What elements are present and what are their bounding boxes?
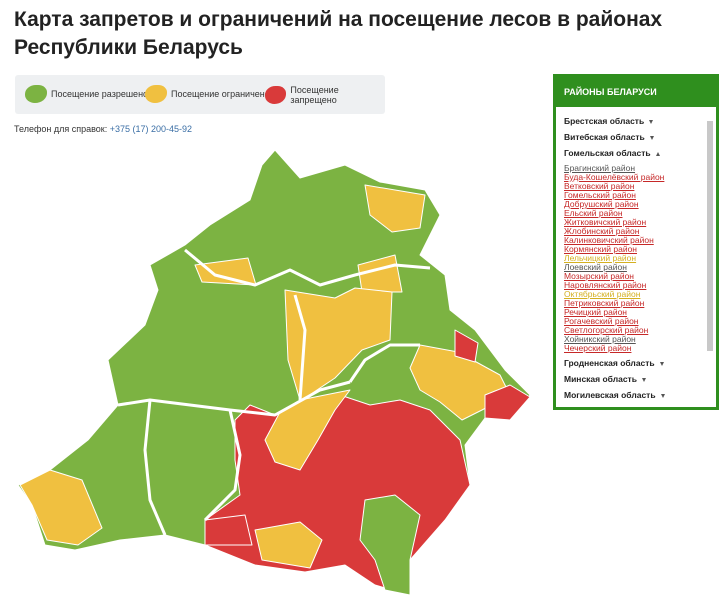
district-link[interactable]: Лельчицкий район xyxy=(564,253,637,263)
region-item[interactable]: Гомельская область xyxy=(564,148,700,158)
district-link[interactable]: Добрушский район xyxy=(564,199,639,209)
district-link[interactable]: Лоевский район xyxy=(564,262,627,272)
district-link[interactable]: Ветковский район xyxy=(564,181,635,191)
limited-zone[interactable] xyxy=(19,469,103,546)
district-link[interactable]: Жлобинский район xyxy=(564,226,640,236)
oblast-borders xyxy=(117,248,431,536)
forbidden-zone[interactable] xyxy=(454,329,479,363)
district-link[interactable]: Светлогорский район xyxy=(564,325,649,335)
region-item[interactable]: Брестская область xyxy=(564,116,700,126)
region-item[interactable]: Минская область xyxy=(564,374,700,384)
region-item[interactable]: Могилевская область xyxy=(564,390,700,400)
map xyxy=(17,149,531,596)
oblast-border xyxy=(293,294,307,401)
legend-swatch xyxy=(25,85,47,103)
district-link[interactable]: Брагинский район xyxy=(564,163,636,173)
oblast-border xyxy=(348,343,420,383)
oblast-border xyxy=(203,409,242,522)
district-link[interactable]: Житковичский район xyxy=(564,217,647,227)
district-link[interactable]: Чечерский район xyxy=(564,343,632,353)
limited-zone[interactable] xyxy=(357,254,403,293)
page-title: Карта запретов и ограничений на посещени… xyxy=(14,8,663,59)
panel-title: РАЙОНЫ БЕЛАРУСИ xyxy=(556,77,716,107)
legend: Посещение разрешено Посещение ограничено П… xyxy=(15,75,385,114)
legend-item: Посещение ограничено xyxy=(145,85,270,103)
phone-number[interactable]: +375 (17) 200-45-92 xyxy=(109,124,193,134)
oblast-border xyxy=(143,399,167,536)
region-item[interactable]: Витебская область xyxy=(564,132,700,142)
legend-item: Посещение разрешено xyxy=(25,85,148,103)
district-link[interactable]: Буда-Кошелёвский район xyxy=(564,172,665,182)
scrollbar[interactable] xyxy=(706,111,714,401)
district-link[interactable]: Октябрьский район xyxy=(564,289,641,299)
forbidden-zone[interactable] xyxy=(204,514,253,546)
district-link[interactable]: Хойникский район xyxy=(564,334,636,344)
legend-swatch xyxy=(265,86,287,104)
oblast-border xyxy=(184,248,431,287)
legend-label: Посещение запрещено xyxy=(290,85,339,105)
district-link[interactable]: Калинковичский район xyxy=(564,235,654,245)
legend-label: Посещение ограничено xyxy=(171,89,270,99)
allowed-zone[interactable] xyxy=(359,494,421,596)
district-link[interactable]: Кормянский район xyxy=(564,244,637,254)
legend-label: Посещение разрешено xyxy=(51,89,149,99)
district-link[interactable]: Петриковский район xyxy=(564,298,645,308)
forbidden-zone[interactable] xyxy=(484,384,531,421)
forbidden-zone[interactable] xyxy=(204,394,471,596)
district-link[interactable]: Речицкий район xyxy=(564,307,627,317)
district-link[interactable]: Гомельский район xyxy=(564,190,636,200)
phone-info: Телефон для справок: +375 (17) 200-45-92 xyxy=(14,124,192,134)
region-item[interactable]: Гродненская область xyxy=(564,358,700,368)
limited-zone[interactable] xyxy=(254,521,323,569)
district-panel: РАЙОНЫ БЕЛАРУСИ Брестская область Витебск… xyxy=(553,74,719,410)
district-list: Брестская область Витебская область Гомель… xyxy=(564,111,700,401)
scroll-thumb[interactable] xyxy=(707,121,713,351)
district-link[interactable]: Мозырский район xyxy=(564,271,634,281)
district-link[interactable]: Ельский район xyxy=(564,208,623,218)
limited-zone[interactable] xyxy=(364,184,426,233)
legend-swatch xyxy=(145,85,167,103)
phone-label: Телефон для справок: xyxy=(14,124,108,134)
district-link[interactable]: Рогачевский район xyxy=(564,316,639,326)
legend-item: Посещение запрещено xyxy=(265,85,385,105)
district-link[interactable]: Наровлянский район xyxy=(564,280,647,290)
limited-zone[interactable] xyxy=(264,287,393,471)
